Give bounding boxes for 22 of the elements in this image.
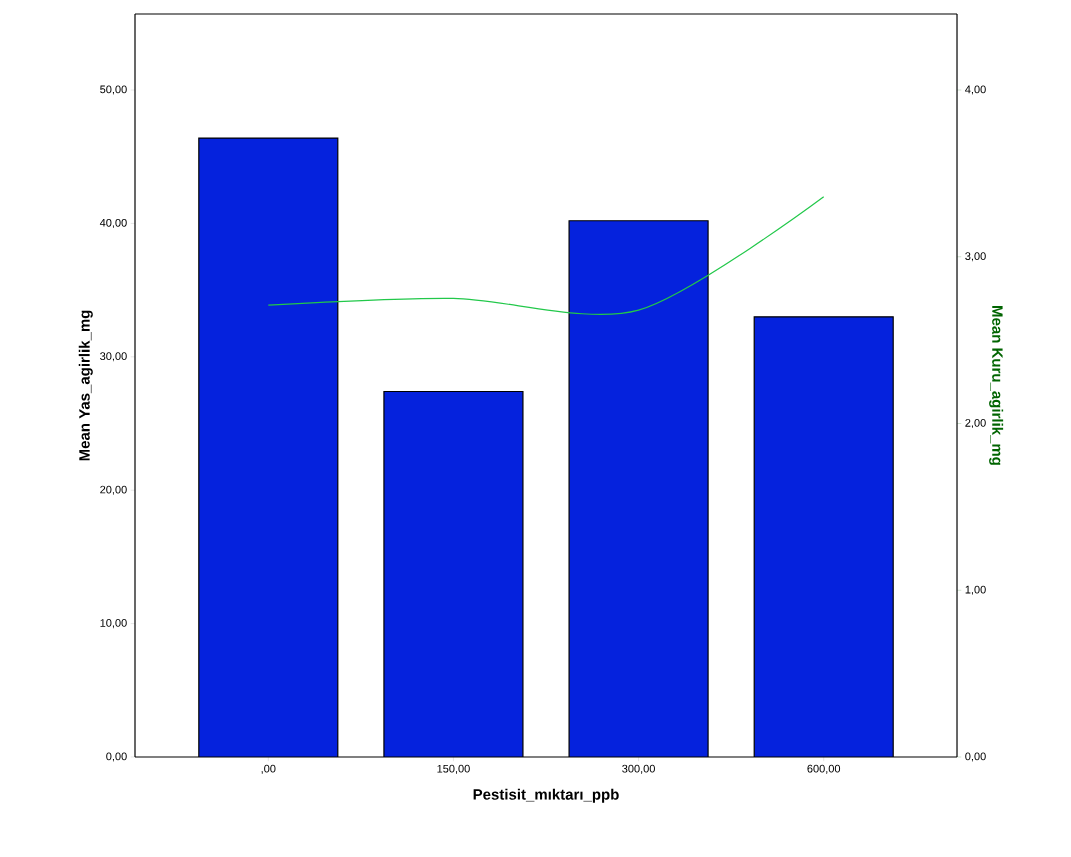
y2-tick-label: 2,00	[965, 418, 986, 429]
y2-tick-label: 4,00	[965, 85, 986, 95]
y-tick-label: 20,00	[100, 485, 127, 495]
y2-axis-title: Mean Kuru_agirlik_mg	[989, 306, 1004, 465]
x-tick-label: ,00	[261, 764, 276, 774]
bar	[198, 138, 338, 757]
y2-tick-label: 1,00	[965, 585, 986, 595]
x-tick-label: 150,00	[437, 764, 470, 774]
bar	[569, 220, 709, 757]
x-tick-label: 300,00	[622, 764, 655, 774]
x-axis-title: Pestisit_mıktarı_ppb	[473, 788, 619, 803]
y-tick-label: 40,00	[99, 218, 127, 228]
y-tick-label: 50,00	[100, 85, 127, 95]
y-axis-title: Mean Yas_agirlik_mg	[78, 310, 93, 461]
y-tick-label: 10,00	[100, 619, 127, 629]
bar	[753, 316, 894, 757]
bar	[383, 391, 523, 757]
y2-tick-label: 0,00	[965, 752, 986, 762]
y2-tick-label: 3,00	[965, 252, 986, 262]
x-tick-label: 600,00	[807, 764, 841, 774]
y-tick-label: 0,00	[106, 752, 127, 762]
y-tick-label: 30,00	[100, 352, 127, 362]
